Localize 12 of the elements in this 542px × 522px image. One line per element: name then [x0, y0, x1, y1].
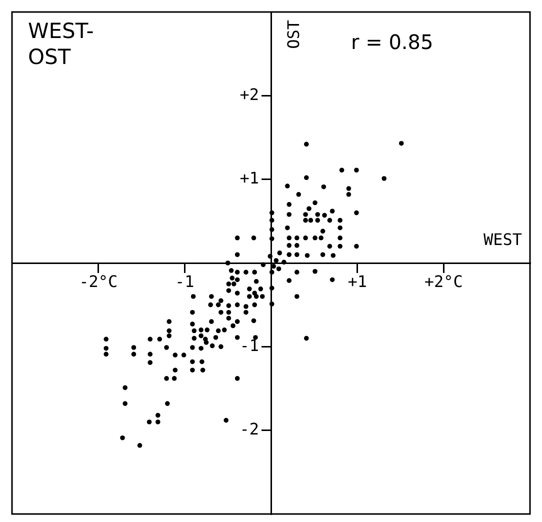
text: WEST- OST	[28, 18, 94, 69]
x-tick-label: +2°C	[424, 272, 463, 292]
x-tick-label: -2°C	[79, 272, 118, 292]
y-tick-label: -2	[240, 419, 259, 438]
y-tick-label: +2	[240, 84, 259, 104]
x-axis-title: WEST	[483, 230, 522, 250]
y-axis-title: OST	[284, 20, 304, 49]
x-tick-label: -1	[175, 272, 194, 292]
y-tick-label: +1	[240, 168, 259, 188]
y-tick-label: -1	[240, 336, 259, 355]
annotation: r = 0.85	[351, 30, 434, 54]
x-tick-label: +1	[348, 272, 367, 292]
